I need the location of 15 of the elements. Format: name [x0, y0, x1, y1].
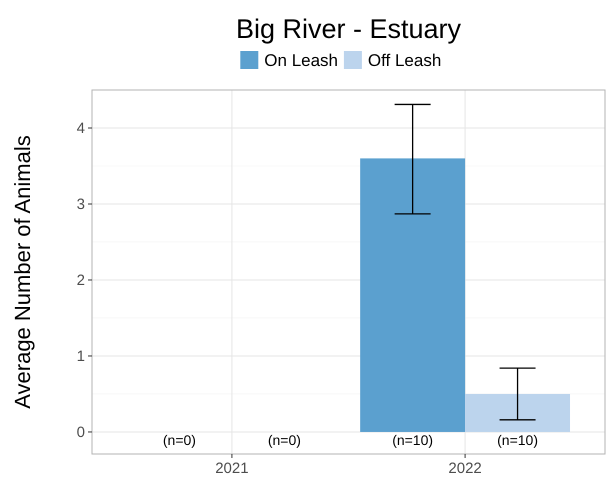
legend-label: Off Leash	[368, 50, 442, 70]
y-axis-title: Average Number of Animals	[10, 135, 35, 409]
y-tick-label: 3	[76, 196, 85, 214]
annotation: (n=0)	[162, 432, 196, 448]
x-tick-label: 2021	[215, 460, 249, 477]
y-tick-label: 1	[76, 348, 85, 366]
x-tick-label: 2022	[448, 460, 482, 477]
y-tick-label: 2	[76, 272, 85, 290]
y-tick-label: 0	[76, 424, 85, 442]
chart-title: Big River - Estuary	[236, 14, 462, 44]
annotation: (n=10)	[392, 432, 434, 448]
legend-label: On Leash	[264, 50, 338, 70]
y-tick-label: 4	[76, 120, 85, 138]
annotation: (n=10)	[497, 432, 538, 448]
annotation: (n=0)	[268, 432, 301, 448]
